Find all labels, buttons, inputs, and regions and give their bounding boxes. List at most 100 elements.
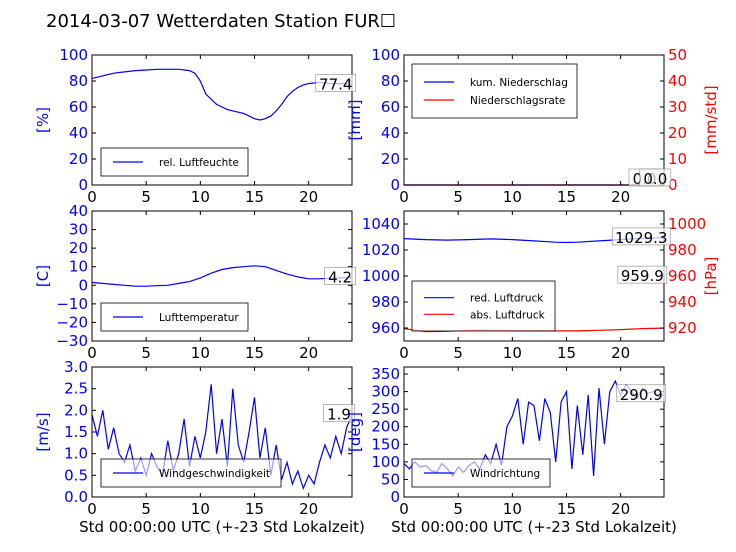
y-axis-label-winddir: [deg] xyxy=(346,412,364,452)
y2-tick-label-pressure-3: 980 xyxy=(668,241,697,259)
y-axis-label-temp: [C] xyxy=(34,265,52,287)
value-annotation-box-humidity-0 xyxy=(315,74,357,92)
legend-label-wind-0: Windgeschwindigkeit xyxy=(159,468,270,480)
y-axis-label-humidity: [%] xyxy=(34,107,52,133)
y-tick-label-wind-1: 0.5 xyxy=(64,466,88,484)
x-tick-label-temp-1: 5 xyxy=(141,344,151,362)
panel-precip: 0 5 10 15 20 0 20 40 60 80 100 0 10 20 30 40 50 [mm] [mm/s… xyxy=(346,46,720,206)
value-annotation-winddir-0: 290.9 xyxy=(620,386,663,404)
y2-tick-label-pressure-1: 940 xyxy=(668,293,697,311)
y2-tick-label-pressure-0: 920 xyxy=(668,319,697,337)
y-tick-label-precip-4: 80 xyxy=(381,72,400,90)
x-tick-label-temp-0: 0 xyxy=(87,344,97,362)
y-tick-label-humidity-5: 100 xyxy=(59,46,88,64)
legend-winddir: Windrichtung xyxy=(411,458,551,488)
y-tick-label-humidity-1: 20 xyxy=(69,150,88,168)
plot-frame-precip xyxy=(403,54,665,186)
y-axis-label-wind: [m/s] xyxy=(34,412,52,451)
y2-tick-label-precip-1: 10 xyxy=(668,150,687,168)
y-tick-label-wind-6: 3.0 xyxy=(64,358,88,376)
y2-tick-label-precip-0: 0 xyxy=(668,176,678,194)
y2-tick-label-pressure-4: 1000 xyxy=(668,215,706,233)
x-tick-label-pressure-1: 5 xyxy=(453,344,463,362)
x-tick-label-winddir-3: 15 xyxy=(557,500,576,518)
y2-tick-label-precip-3: 30 xyxy=(668,98,687,116)
y2-tick-label-pressure-2: 960 xyxy=(668,267,697,285)
value-annotation-pressure-1: 959.9 xyxy=(621,267,664,285)
value-annotation-box-precip-1 xyxy=(639,168,672,187)
legend-temp: Lufttemperatur xyxy=(100,302,249,332)
y-tick-label-wind-2: 1.0 xyxy=(64,445,88,463)
legend-humidity: rel. Luftfeuchte xyxy=(100,147,249,177)
x-tick-label-temp-4: 20 xyxy=(299,344,318,362)
x-tick-label-winddir-0: 0 xyxy=(399,500,409,518)
x-tick-label-wind-4: 20 xyxy=(299,500,318,518)
x-tick-label-precip-2: 10 xyxy=(503,188,522,206)
plot-frame-humidity xyxy=(91,54,353,186)
value-annotation-wind-0: 1.9 xyxy=(327,406,351,424)
legend-label-winddir-0: Windrichtung xyxy=(470,468,540,480)
y-tick-label-temp-5: 20 xyxy=(69,239,88,257)
y2-tick-label-precip-5: 50 xyxy=(668,46,687,64)
y-tick-label-winddir-3: 150 xyxy=(371,435,400,453)
x-tick-label-precip-4: 20 xyxy=(611,188,630,206)
value-annotation-temp-0: 4.2 xyxy=(328,268,352,286)
value-annotation-box-temp-0 xyxy=(324,267,356,285)
x-tick-label-humidity-0: 0 xyxy=(87,188,97,206)
y-tick-label-temp-7: 40 xyxy=(69,202,88,220)
y-tick-label-humidity-4: 80 xyxy=(69,72,88,90)
x-tick-label-wind-3: 15 xyxy=(245,500,264,518)
y-tick-label-winddir-0: 0 xyxy=(390,488,400,506)
y-tick-label-precip-1: 20 xyxy=(381,150,400,168)
x-tick-label-pressure-0: 0 xyxy=(399,344,409,362)
y-tick-label-pressure-2: 1000 xyxy=(362,267,400,285)
plot-frame-winddir xyxy=(403,366,665,498)
y-tick-label-winddir-5: 250 xyxy=(371,400,400,418)
y-tick-label-wind-5: 2.5 xyxy=(64,380,88,398)
y-tick-label-winddir-7: 350 xyxy=(371,365,400,383)
x-tick-label-winddir-1: 5 xyxy=(453,500,463,518)
x-tick-label-temp-2: 10 xyxy=(191,344,210,362)
x-tick-label-pressure-4: 20 xyxy=(611,344,630,362)
y-tick-label-humidity-3: 60 xyxy=(69,98,88,116)
legend-label-precip-1: Niederschlagsrate xyxy=(470,95,565,107)
value-annotation-humidity-0: 77.4 xyxy=(319,75,352,93)
y-tick-label-pressure-0: 960 xyxy=(371,319,400,337)
panel-wind: 0 5 10 15 20 0.0 0.5 1.0 1.5 2.0 2.5 3.0 [m/s] Std 00… xyxy=(34,358,365,536)
y-tick-label-winddir-2: 100 xyxy=(371,453,400,471)
series-line-temp-0 xyxy=(91,265,353,287)
y2-tick-label-precip-4: 40 xyxy=(668,72,687,90)
y-tick-label-wind-3: 1.5 xyxy=(64,423,88,441)
y-tick-label-winddir-1: 50 xyxy=(381,470,400,488)
y-tick-label-wind-0: 0.0 xyxy=(64,488,88,506)
y-tick-label-precip-5: 100 xyxy=(371,46,400,64)
y-tick-label-temp-4: 10 xyxy=(69,258,88,276)
legend-box-precip xyxy=(411,63,578,119)
x-tick-label-precip-0: 0 xyxy=(399,188,409,206)
x-tick-label-wind-1: 5 xyxy=(141,500,151,518)
y-tick-label-temp-3: 0 xyxy=(78,276,88,294)
series-line-humidity-0 xyxy=(91,68,353,121)
y-axis-label-precip: [mm] xyxy=(346,100,364,141)
x-axis-label-wind: Std 00:00:00 UTC (+-23 Std Lokalzeit) xyxy=(79,518,365,536)
y-tick-label-precip-0: 0 xyxy=(390,176,400,194)
legend-precip: kum. Niederschlag Niederschlagsrate xyxy=(411,63,578,119)
legend-label-humidity-0: rel. Luftfeuchte xyxy=(159,157,239,169)
legend-label-pressure-1: abs. Luftdruck xyxy=(470,309,546,321)
x-tick-label-pressure-2: 10 xyxy=(503,344,522,362)
y-tick-label-pressure-3: 1020 xyxy=(362,241,400,259)
y-tick-label-wind-4: 2.0 xyxy=(64,401,88,419)
value-annotation-box-wind-0 xyxy=(323,404,355,422)
x-axis-label-winddir: Std 00:00:00 UTC (+-23 Std Lokalzeit) xyxy=(391,518,677,536)
y-tick-label-temp-6: 30 xyxy=(69,221,88,239)
x-tick-label-temp-3: 15 xyxy=(245,344,264,362)
y2-axis-label-precip: [mm/std] xyxy=(702,85,720,154)
y-tick-label-temp-0: −30 xyxy=(56,332,88,350)
legend-label-pressure-0: red. Luftdruck xyxy=(470,293,544,305)
x-tick-label-pressure-3: 15 xyxy=(557,344,576,362)
x-tick-label-humidity-4: 20 xyxy=(299,188,318,206)
x-tick-label-humidity-2: 10 xyxy=(191,188,210,206)
